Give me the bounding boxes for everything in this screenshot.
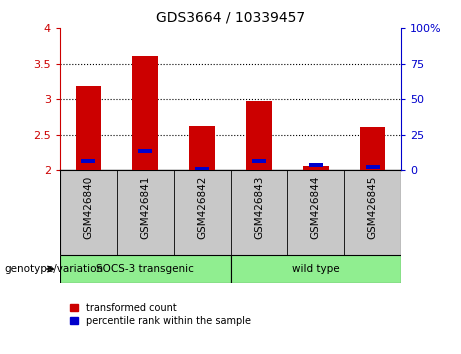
Text: wild type: wild type (292, 264, 340, 274)
Text: GSM426841: GSM426841 (140, 176, 150, 239)
Text: GSM426842: GSM426842 (197, 176, 207, 239)
Text: GSM426843: GSM426843 (254, 176, 264, 239)
Bar (303, 166, 329, 170)
Text: GSM426845: GSM426845 (367, 176, 378, 239)
Text: GSM426840: GSM426840 (83, 176, 94, 239)
FancyBboxPatch shape (60, 170, 401, 255)
Bar (366, 165, 380, 169)
Text: GDS3664 / 10339457: GDS3664 / 10339457 (156, 11, 305, 25)
Bar (195, 166, 209, 170)
Bar (138, 149, 152, 153)
Bar (81, 159, 95, 163)
Text: GSM426844: GSM426844 (311, 176, 321, 239)
Bar (246, 101, 272, 170)
Bar (360, 127, 385, 170)
Bar (309, 163, 323, 167)
FancyBboxPatch shape (230, 255, 401, 283)
Legend: transformed count, percentile rank within the sample: transformed count, percentile rank withi… (70, 302, 252, 327)
Text: SOCS-3 transgenic: SOCS-3 transgenic (96, 264, 194, 274)
Bar (189, 126, 215, 170)
Bar (132, 56, 158, 170)
Text: genotype/variation: genotype/variation (5, 264, 104, 274)
Bar (76, 86, 101, 170)
Bar (252, 159, 266, 163)
FancyBboxPatch shape (60, 255, 230, 283)
